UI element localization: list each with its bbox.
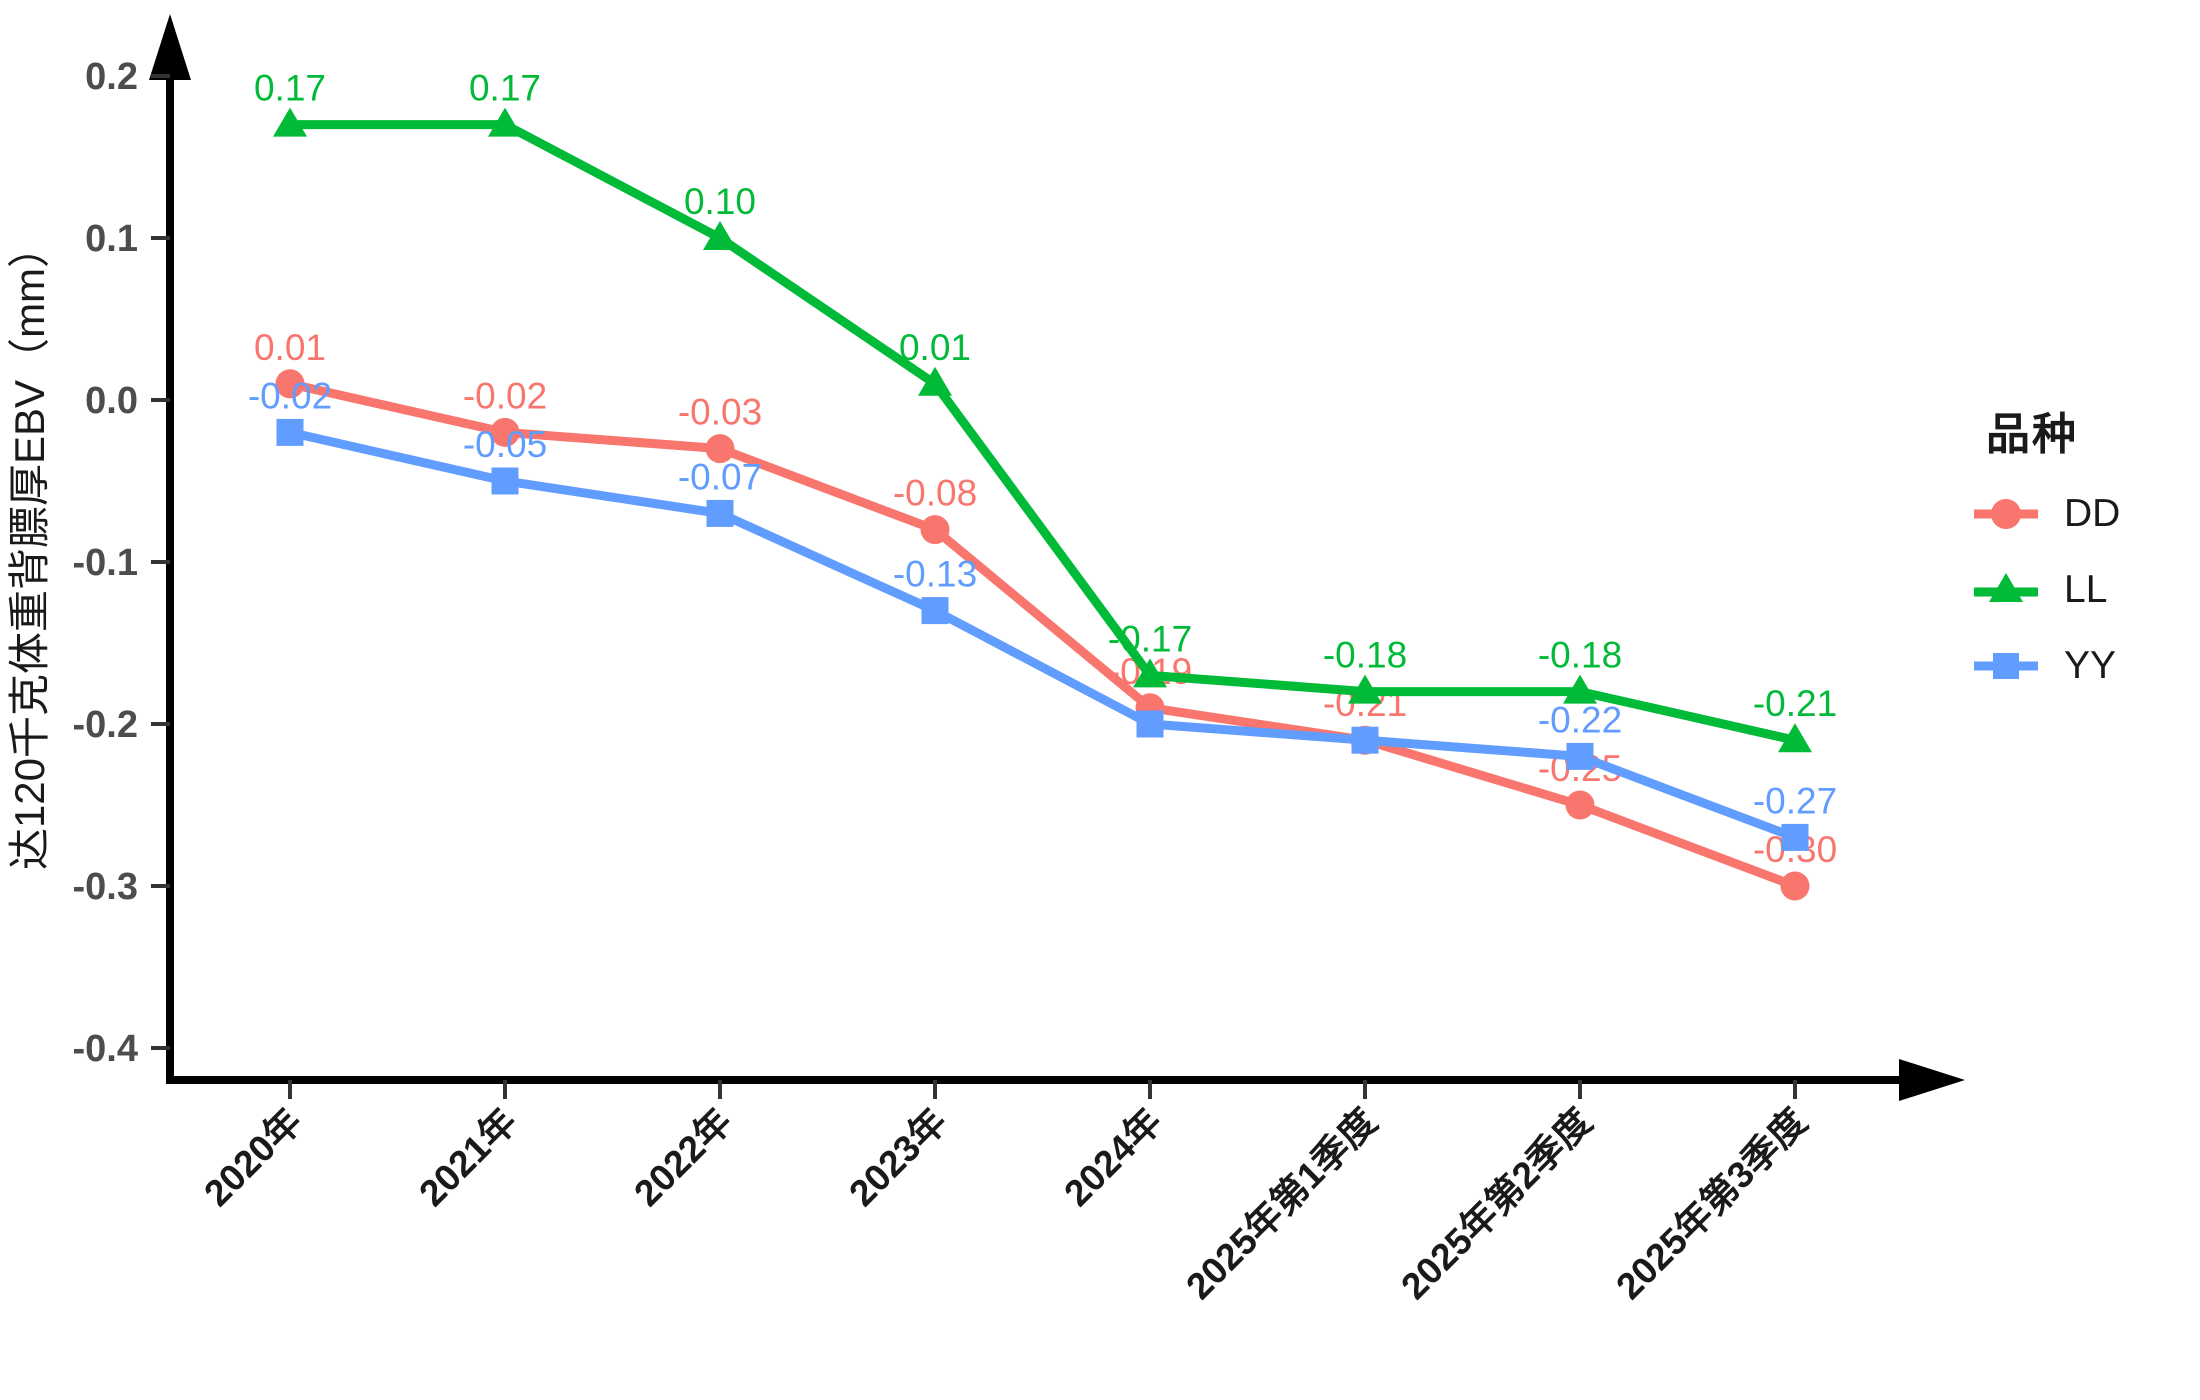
x-tick-label: 2023年 (841, 1101, 954, 1214)
x-tick-label: 2025年第2季度 (1393, 1101, 1599, 1307)
circle-marker (705, 434, 735, 464)
square-marker (1351, 726, 1379, 754)
circle-marker (1565, 790, 1595, 820)
x-tick-label: 2024年 (1056, 1101, 1169, 1214)
legend-label-dd: DD (2064, 492, 2121, 535)
square-marker (706, 499, 734, 527)
data-label: -0.02 (463, 375, 547, 416)
circle-marker (490, 417, 520, 447)
x-tick-label: 2022年 (626, 1101, 739, 1214)
circle-marker (1780, 871, 1810, 901)
data-label: -0.17 (1108, 618, 1192, 659)
data-label: -0.07 (678, 456, 762, 497)
x-tick-label: 2025年第1季度 (1178, 1101, 1384, 1307)
data-label: 0.10 (684, 181, 756, 222)
square-marker (276, 418, 304, 446)
y-tick-label: -0.4 (73, 1028, 138, 1070)
data-label: 0.17 (254, 68, 326, 109)
legend-item-dd: DD (1972, 476, 2120, 552)
series-line-dd (289, 379, 1797, 891)
data-label: -0.05 (463, 424, 547, 465)
y-tick-label: 0.2 (85, 56, 138, 98)
circle-marker (275, 369, 305, 399)
y-axis-title: 达120千克体重背膘厚EBV（mm） (6, 226, 53, 870)
y-tick-label: -0.3 (73, 866, 138, 908)
legend-item-yy: YY (1972, 628, 2120, 704)
y-tick-label: 0.0 (85, 380, 138, 422)
x-tick-label: 2020年 (196, 1101, 309, 1214)
square-marker (1136, 710, 1164, 738)
data-label: -0.27 (1753, 780, 1837, 821)
series-line-ll (290, 120, 1796, 745)
triangle-marker (1778, 723, 1812, 753)
data-label: -0.18 (1323, 635, 1407, 676)
ll-triangle-key-icon (1974, 573, 2038, 602)
x-axis-arrow-icon (1899, 1059, 1965, 1101)
data-label: 0.01 (254, 327, 326, 368)
triangle-marker (1348, 674, 1382, 704)
data-label: 0.01 (899, 327, 971, 368)
square-marker (921, 597, 949, 625)
legend-item-ll: LL (1972, 552, 2120, 628)
legend-label-yy: YY (2064, 644, 2117, 687)
data-label: -0.08 (893, 473, 977, 514)
data-label: -0.21 (1753, 683, 1837, 724)
square-marker (491, 467, 519, 495)
x-tick-label: 2021年 (411, 1101, 524, 1214)
series-line-yy (289, 428, 1797, 842)
square-marker (1781, 823, 1809, 851)
y-axis-arrow-icon (149, 14, 191, 80)
triangle-marker (918, 366, 952, 396)
dd-circle-key-icon (1974, 499, 2038, 529)
yy-square-key-icon (1974, 653, 2038, 679)
triangle-marker (1133, 658, 1167, 688)
triangle-marker (1563, 674, 1597, 704)
circle-marker (920, 515, 950, 545)
triangle-marker (488, 107, 522, 137)
data-label: -0.22 (1538, 699, 1622, 740)
data-label: -0.13 (893, 554, 977, 595)
data-label: 0.17 (469, 68, 541, 109)
y-tick-label: 0.1 (85, 218, 138, 260)
data-label: -0.18 (1538, 635, 1622, 676)
data-label: -0.02 (248, 375, 332, 416)
triangle-marker (273, 107, 307, 137)
triangle-marker (703, 221, 737, 250)
square-marker (1566, 742, 1594, 770)
y-tick-label: -0.2 (73, 704, 138, 746)
x-tick-label: 2025年第3季度 (1608, 1101, 1814, 1307)
legend-title: 品种 (1986, 410, 2078, 459)
y-tick-label: -0.1 (73, 542, 138, 584)
data-label: -0.03 (678, 392, 762, 433)
legend-label-ll: LL (2064, 568, 2108, 611)
legend: 品种 DD LL YY (1972, 398, 2120, 704)
